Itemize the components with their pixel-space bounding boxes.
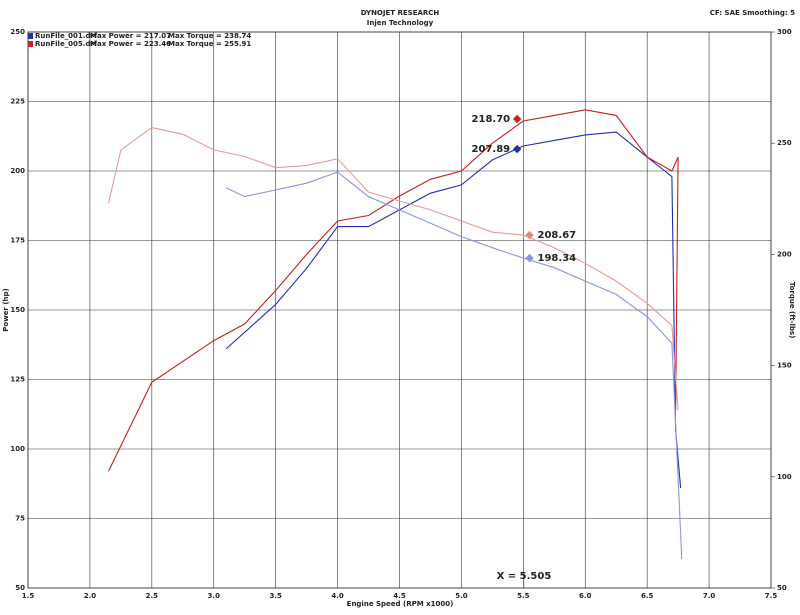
- legend-swatch: [28, 41, 33, 47]
- x-tick-label: 6.5: [641, 592, 654, 600]
- legend-file: RunFile_001.drf: [35, 32, 98, 40]
- y2-tick-label: 150: [777, 362, 792, 370]
- annotation-label: 218.70: [472, 114, 511, 125]
- y-tick-label: 150: [10, 306, 25, 314]
- legend-max-torque: Max Torque = 238.74: [168, 32, 251, 40]
- plot-frame: [27, 31, 772, 589]
- cursor-label: X = 5.505: [497, 571, 552, 582]
- x-tick-label: 4.0: [331, 592, 344, 600]
- series-line: [225, 131, 682, 488]
- x-tick-label: 3.5: [269, 592, 282, 600]
- annotation-label: 207.89: [472, 144, 511, 155]
- legend-max-power: Max Power = 223.46: [90, 40, 171, 48]
- x-tick-label: 7.0: [703, 592, 716, 600]
- y-tick-label: 250: [10, 28, 25, 36]
- y-tick-label: 175: [10, 237, 25, 245]
- settings: CF: SAE Smoothing: 5: [710, 9, 795, 17]
- y2-tick-label: 50: [777, 584, 787, 592]
- x-tick-label: 2.0: [84, 592, 97, 600]
- x-tick-label: 2.5: [146, 592, 159, 600]
- legend-max-torque: Max Torque = 255.91: [168, 40, 251, 48]
- y-axis-label: Power (hp): [2, 288, 10, 331]
- y-tick-label: 50: [15, 584, 25, 592]
- chart-title: DYNOJET RESEARCH: [361, 9, 440, 17]
- series-line: [225, 171, 683, 560]
- y2-tick-label: 300: [777, 28, 792, 36]
- y2-tick-label: 100: [777, 473, 792, 481]
- legend-file: RunFile_005.drf: [35, 40, 98, 48]
- y-tick-label: 200: [10, 167, 25, 175]
- x-tick-label: 5.5: [517, 592, 530, 600]
- series-line: [108, 109, 679, 472]
- series-line: [107, 127, 679, 411]
- y-tick-label: 225: [10, 98, 25, 106]
- x-tick-label: 7.5: [765, 592, 778, 600]
- x-tick-label: 5.0: [455, 592, 468, 600]
- x-tick-label: 3.0: [208, 592, 221, 600]
- annotation-label: 198.34: [538, 253, 577, 264]
- y-tick-label: 75: [15, 515, 25, 523]
- y2-tick-label: 200: [777, 250, 792, 258]
- legend-max-power: Max Power = 217.07: [90, 32, 171, 40]
- y2-axis-label: Torque (ft-lbs): [788, 282, 796, 339]
- legend-swatch: [28, 33, 33, 39]
- y2-tick-label: 250: [777, 139, 792, 147]
- x-tick-label: 6.0: [579, 592, 592, 600]
- x-tick-label: 1.5: [22, 592, 35, 600]
- x-tick-label: 4.5: [393, 592, 406, 600]
- y-tick-label: 100: [10, 445, 25, 453]
- x-axis-label: Engine Speed (RPM x1000): [347, 600, 454, 608]
- annotation-label: 208.67: [538, 230, 577, 241]
- chart-subtitle: Injen Technology: [367, 19, 434, 27]
- y-tick-label: 125: [10, 376, 25, 384]
